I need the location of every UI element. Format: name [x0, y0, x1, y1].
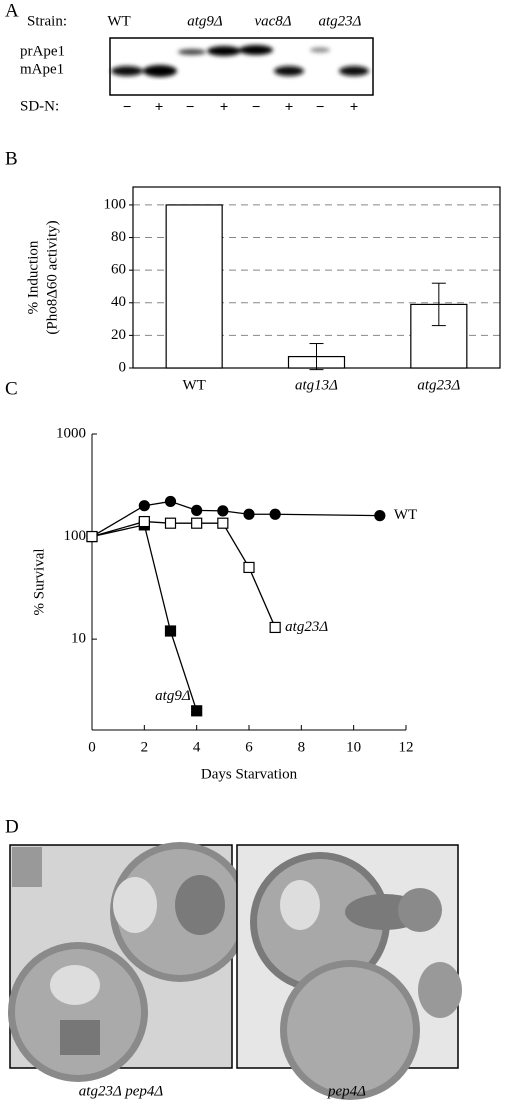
marker — [243, 508, 255, 520]
panel-label: C — [5, 378, 18, 399]
series-label: atg23Δ — [285, 619, 328, 635]
marker — [86, 530, 98, 543]
marker — [269, 508, 281, 520]
condition-sign: − — [186, 99, 195, 115]
y-tick-label: 10 — [71, 631, 86, 647]
y-axis-label: % Survival — [31, 548, 47, 615]
blot-bands — [111, 45, 369, 77]
strain-label: Strain: — [27, 13, 67, 29]
x-tick-label: 0 — [88, 739, 96, 755]
y-tick-label: 80 — [111, 229, 126, 245]
y-tick-label: 20 — [111, 327, 126, 343]
marker — [217, 505, 229, 517]
marker — [164, 495, 177, 508]
caption: pep4Δ — [327, 1083, 366, 1099]
error-bar — [309, 343, 324, 371]
series-label: atg9Δ — [155, 688, 191, 704]
x-tick-label: 2 — [141, 739, 149, 755]
strain: atg9Δ — [187, 13, 223, 29]
panel-label: A — [5, 0, 19, 21]
x-tick-label: 12 — [399, 739, 414, 755]
bar — [165, 204, 223, 369]
y-tick-label: 100 — [104, 196, 127, 212]
x-tick-label: 6 — [245, 739, 253, 755]
marker — [138, 500, 150, 512]
condition-sign: − — [316, 99, 325, 115]
strain: WT — [107, 13, 130, 29]
condition-sign: + — [285, 99, 294, 115]
marker — [217, 517, 229, 529]
marker — [243, 561, 255, 574]
band-label: mApe1 — [20, 61, 64, 77]
band-label: prApe1 — [20, 43, 65, 59]
bar — [410, 303, 468, 369]
y-axis-label: (Pho8Δ60 activity) — [44, 220, 60, 334]
series-line — [91, 520, 276, 628]
y-tick-label: 0 — [119, 359, 127, 375]
condition-sign: − — [252, 99, 261, 115]
error-bar — [431, 282, 446, 327]
marker — [269, 621, 281, 634]
marker — [191, 705, 203, 717]
condition-label: SD-N: — [20, 98, 59, 114]
x-axis-label: Days Starvation — [201, 766, 298, 782]
x-tick-label: 10 — [346, 739, 361, 755]
condition-sign: + — [220, 99, 229, 115]
x-tick-label: 4 — [193, 739, 201, 755]
strain: atg23Δ — [319, 13, 362, 29]
x-tick-label: atg13Δ — [295, 377, 338, 393]
y-tick-label: 1000 — [56, 425, 86, 441]
marker — [191, 504, 203, 516]
micrograph — [8, 842, 250, 1082]
x-tick-label: 8 — [298, 739, 306, 755]
panel-label: D — [5, 816, 19, 837]
condition-sign: + — [350, 99, 359, 115]
x-tick-label: atg23Δ — [417, 377, 460, 393]
marker — [191, 517, 203, 529]
marker — [164, 517, 177, 529]
y-tick-label: 60 — [111, 262, 126, 278]
micrograph — [236, 844, 462, 1100]
strain: vac8Δ — [254, 13, 291, 29]
y-tick-label: 40 — [111, 294, 126, 310]
condition-sign: + — [155, 99, 164, 115]
series-line — [91, 500, 380, 538]
y-tick-label: 100 — [64, 528, 87, 544]
series-label: WT — [394, 507, 417, 523]
x-tick-label: WT — [183, 377, 206, 393]
panel-label: B — [5, 148, 18, 169]
condition-sign: − — [123, 99, 132, 115]
marker — [374, 510, 386, 522]
y-axis-label: % Induction — [25, 240, 41, 314]
series-line — [91, 524, 198, 712]
marker — [164, 625, 177, 637]
caption: atg23Δ pep4Δ — [79, 1083, 164, 1099]
marker — [138, 515, 150, 528]
